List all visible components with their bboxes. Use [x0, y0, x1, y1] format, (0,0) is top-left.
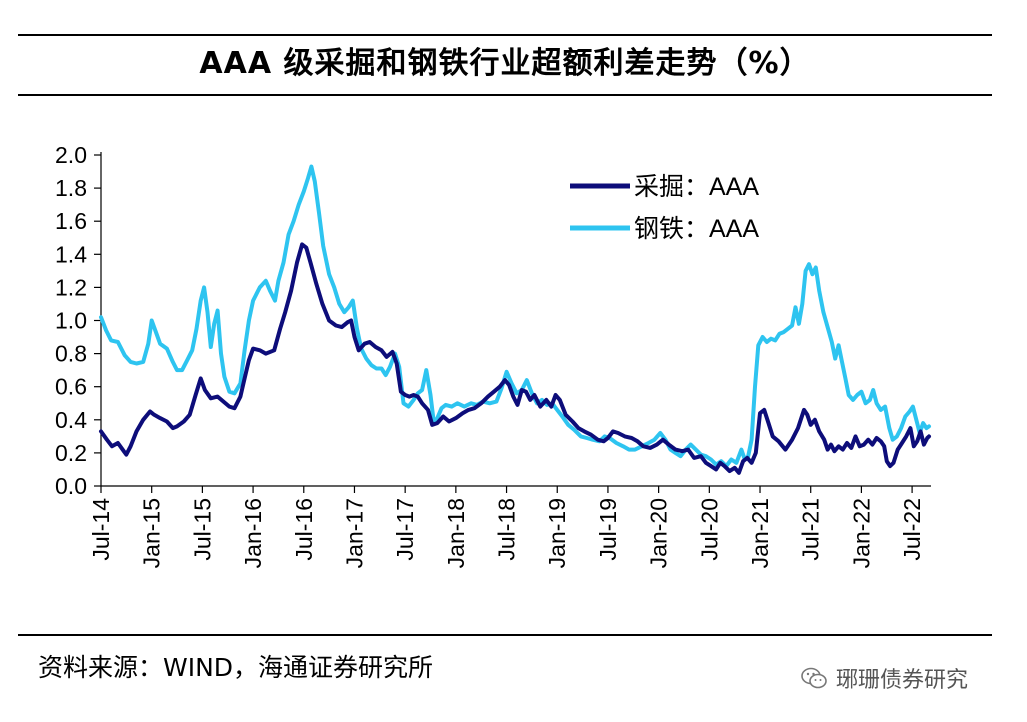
series-line-mining	[99, 242, 931, 475]
x-tick-label: Jan-22	[848, 498, 874, 568]
series-group	[99, 164, 931, 475]
axes-group: 0.0 0.2 0.4 0.6 0.8 1.0 1.2 1.4 1.6 1.8 2.0 Jul-14 J…	[55, 142, 931, 568]
x-tick-label: Jan-16	[240, 498, 266, 568]
y-tick-label: 0.0	[55, 473, 87, 499]
chart-title: AAA 级采掘和钢铁行业超额利差走势（%）	[199, 46, 811, 81]
watermark-text: 琊珊债券研究	[836, 668, 969, 693]
y-tick-label: 1.0	[55, 308, 87, 334]
y-tick-label: 1.4	[55, 241, 87, 267]
x-tick-label: Jul-15	[189, 498, 215, 561]
x-tick-label: Jul-20	[696, 498, 722, 561]
x-tick-label: Jul-17	[392, 498, 418, 561]
x-tick-label: Jul-21	[798, 498, 824, 561]
y-tick-label: 1.8	[55, 175, 87, 201]
y-tick-label: 0.8	[55, 341, 87, 367]
legend-label-mining: 采掘：AAA	[634, 173, 759, 201]
x-tick-label: Jan-19	[544, 498, 570, 568]
y-tick-label: 1.2	[55, 274, 87, 300]
legend: 采掘：AAA 钢铁：AAA	[570, 173, 759, 243]
y-tick-label: 0.4	[55, 407, 87, 433]
line-chart: 0.0 0.2 0.4 0.6 0.8 1.0 1.2 1.4 1.6 1.8 2.0 Jul-14 J…	[55, 142, 931, 568]
x-tick-label: Jan-20	[646, 498, 672, 568]
source-note: 资料来源：WIND，海通证券研究所	[38, 653, 434, 682]
y-tick-label: 1.6	[55, 208, 87, 234]
x-tick-label: Jul-19	[595, 498, 621, 561]
x-tick-label: Jul-18	[494, 498, 520, 561]
y-tick-label: 2.0	[55, 142, 87, 168]
top-rule	[18, 34, 992, 36]
wechat-icon	[801, 667, 827, 689]
x-tick-label: Jan-15	[139, 498, 165, 568]
y-tick-label: 0.2	[55, 440, 87, 466]
x-tick-label: Jul-22	[899, 498, 925, 561]
x-tick-label: Jan-18	[443, 498, 469, 568]
y-tick-label: 0.6	[55, 374, 87, 400]
title-bottom-rule	[18, 94, 992, 96]
series-line-steel	[99, 164, 931, 469]
x-tick-label: Jul-14	[88, 498, 114, 561]
x-tick-label: Jul-16	[291, 498, 317, 561]
bottom-rule	[18, 634, 992, 636]
x-tick-label: Jan-17	[341, 498, 367, 568]
legend-label-steel: 钢铁：AAA	[634, 215, 759, 243]
watermark: 琊珊债券研究	[800, 662, 968, 694]
x-tick-label: Jan-21	[747, 498, 773, 568]
